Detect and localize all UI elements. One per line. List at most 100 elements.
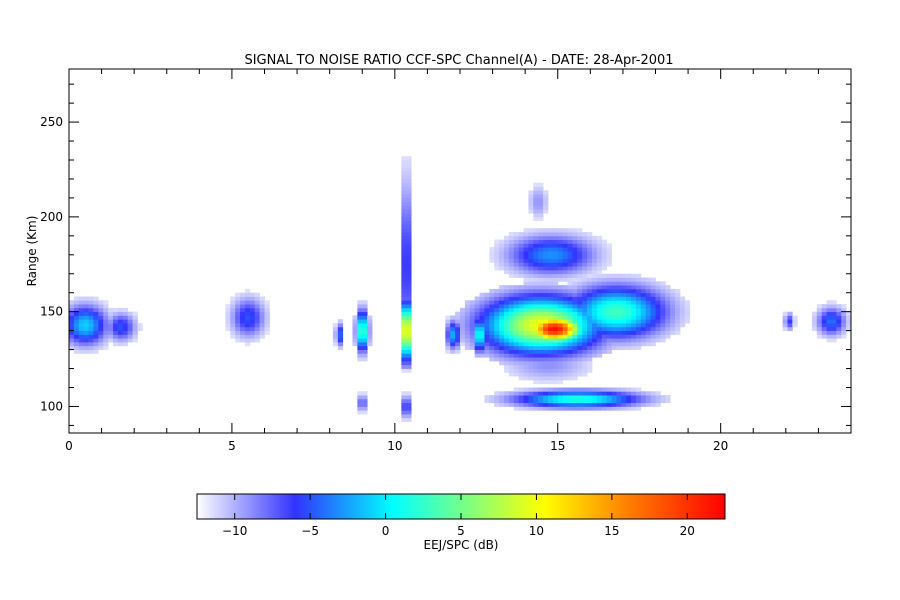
heatmap-cell <box>503 262 510 267</box>
heatmap-cell <box>552 398 559 404</box>
heatmap-cell <box>494 247 500 252</box>
heatmap-cell <box>518 391 524 396</box>
heatmap-cell <box>831 304 837 309</box>
heatmap-cell <box>587 402 593 407</box>
heatmap-cell <box>557 266 564 271</box>
heatmap-cell <box>591 387 598 392</box>
heatmap-cell <box>499 243 505 248</box>
heatmap-cell <box>533 235 539 241</box>
heatmap-cell <box>137 326 143 332</box>
heatmap-cell <box>601 254 608 259</box>
heatmap-cell <box>572 349 578 354</box>
heatmap-cell <box>601 387 608 392</box>
heatmap-cell <box>401 178 407 184</box>
heatmap-cell <box>401 402 407 407</box>
heatmap-cell <box>455 323 461 328</box>
heatmap-cell <box>596 251 603 256</box>
heatmap-cell <box>616 391 622 396</box>
heatmap-cell <box>547 315 554 320</box>
heatmap-cell <box>601 338 608 343</box>
heatmap-cell <box>567 307 573 313</box>
heatmap-cell <box>811 315 818 320</box>
heatmap-cell <box>484 319 490 324</box>
heatmap-cell <box>503 304 510 309</box>
heatmap-cell <box>464 338 471 343</box>
heatmap-cell <box>645 296 652 301</box>
heatmap-cell <box>406 395 412 400</box>
heatmap-cell <box>455 326 461 332</box>
heatmap-cell <box>601 243 608 248</box>
heatmap-cell <box>528 232 534 237</box>
heatmap-cell <box>552 315 559 320</box>
heatmap-cell <box>362 406 368 411</box>
heatmap-cell <box>591 334 598 339</box>
heatmap-cell <box>582 345 588 350</box>
heatmap-cell <box>508 304 515 309</box>
heatmap-cell <box>596 387 603 392</box>
heatmap-cell <box>117 307 124 313</box>
heatmap-cell <box>225 315 231 320</box>
heatmap-cell <box>635 311 642 316</box>
x-tick-label: 10 <box>387 439 402 453</box>
heatmap-cell <box>528 357 534 362</box>
heatmap-cell <box>562 296 568 301</box>
heatmap-cell <box>552 360 559 366</box>
heatmap-cell <box>513 247 520 252</box>
heatmap-cell <box>508 266 515 271</box>
heatmap-cell <box>846 311 852 316</box>
heatmap-cell <box>846 323 852 328</box>
heatmap-cell <box>367 342 373 347</box>
heatmap-cell <box>562 300 568 305</box>
heatmap-cell <box>259 315 265 320</box>
heatmap-cell <box>562 353 568 358</box>
heatmap-cell <box>489 349 495 354</box>
heatmap-cell <box>606 262 612 267</box>
heatmap-cell <box>591 235 598 241</box>
heatmap-cell <box>538 186 544 191</box>
heatmap-cell <box>83 315 89 320</box>
heatmap-cell <box>547 300 554 305</box>
heatmap-cell <box>621 281 627 286</box>
heatmap-cell <box>562 338 568 343</box>
heatmap-cell <box>474 300 480 305</box>
heatmap-cell <box>562 228 568 233</box>
heatmap-cell <box>665 307 671 313</box>
heatmap-cell <box>606 281 612 286</box>
heatmap-cell <box>572 296 578 301</box>
heatmap-cell <box>455 338 461 343</box>
heatmap-cell <box>582 402 588 407</box>
heatmap-cell <box>645 315 652 320</box>
heatmap-cell <box>601 300 608 305</box>
heatmap-cell <box>523 330 529 335</box>
heatmap-cell <box>244 323 251 328</box>
heatmap-cell <box>445 330 451 335</box>
heatmap-cell <box>552 254 559 259</box>
heatmap-cell <box>494 353 500 358</box>
heatmap-cell <box>518 345 524 350</box>
heatmap-cell <box>547 387 554 392</box>
heatmap-cell <box>78 300 85 305</box>
heatmap-cell <box>611 311 617 316</box>
heatmap-cell <box>464 326 471 332</box>
heatmap-cell <box>528 391 534 396</box>
heatmap-cell <box>83 304 89 309</box>
heatmap-cell <box>645 307 652 313</box>
heatmap-cell <box>611 273 617 278</box>
heatmap-cell <box>469 326 476 332</box>
heatmap-cell <box>596 288 603 294</box>
heatmap-cell <box>533 379 539 385</box>
heatmap-cell <box>665 315 671 320</box>
heatmap-cell <box>518 247 524 252</box>
heatmap-cell <box>73 319 80 324</box>
y-tick-label: 200 <box>40 210 63 224</box>
heatmap-cell <box>235 300 241 305</box>
heatmap-cell <box>538 319 544 324</box>
heatmap-cell <box>562 288 568 294</box>
heatmap-cell <box>499 395 505 400</box>
heatmap-cell <box>611 300 617 305</box>
heatmap-cell <box>582 247 588 252</box>
heatmap-cell <box>469 304 476 309</box>
heatmap-cell <box>528 353 534 358</box>
heatmap-cell <box>655 296 661 301</box>
heatmap-cell <box>567 315 573 320</box>
